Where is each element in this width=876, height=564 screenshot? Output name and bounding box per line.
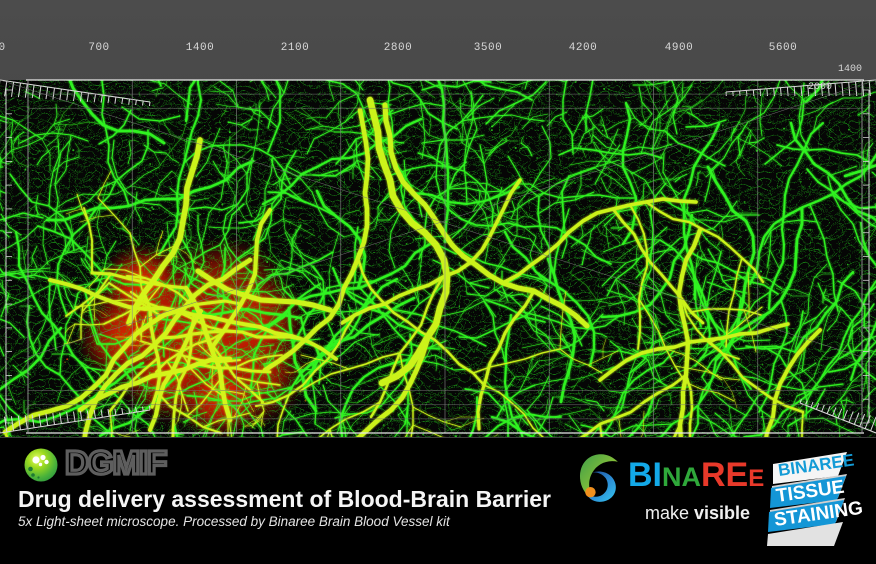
svg-text:DGMIF: DGMIF <box>65 444 166 481</box>
